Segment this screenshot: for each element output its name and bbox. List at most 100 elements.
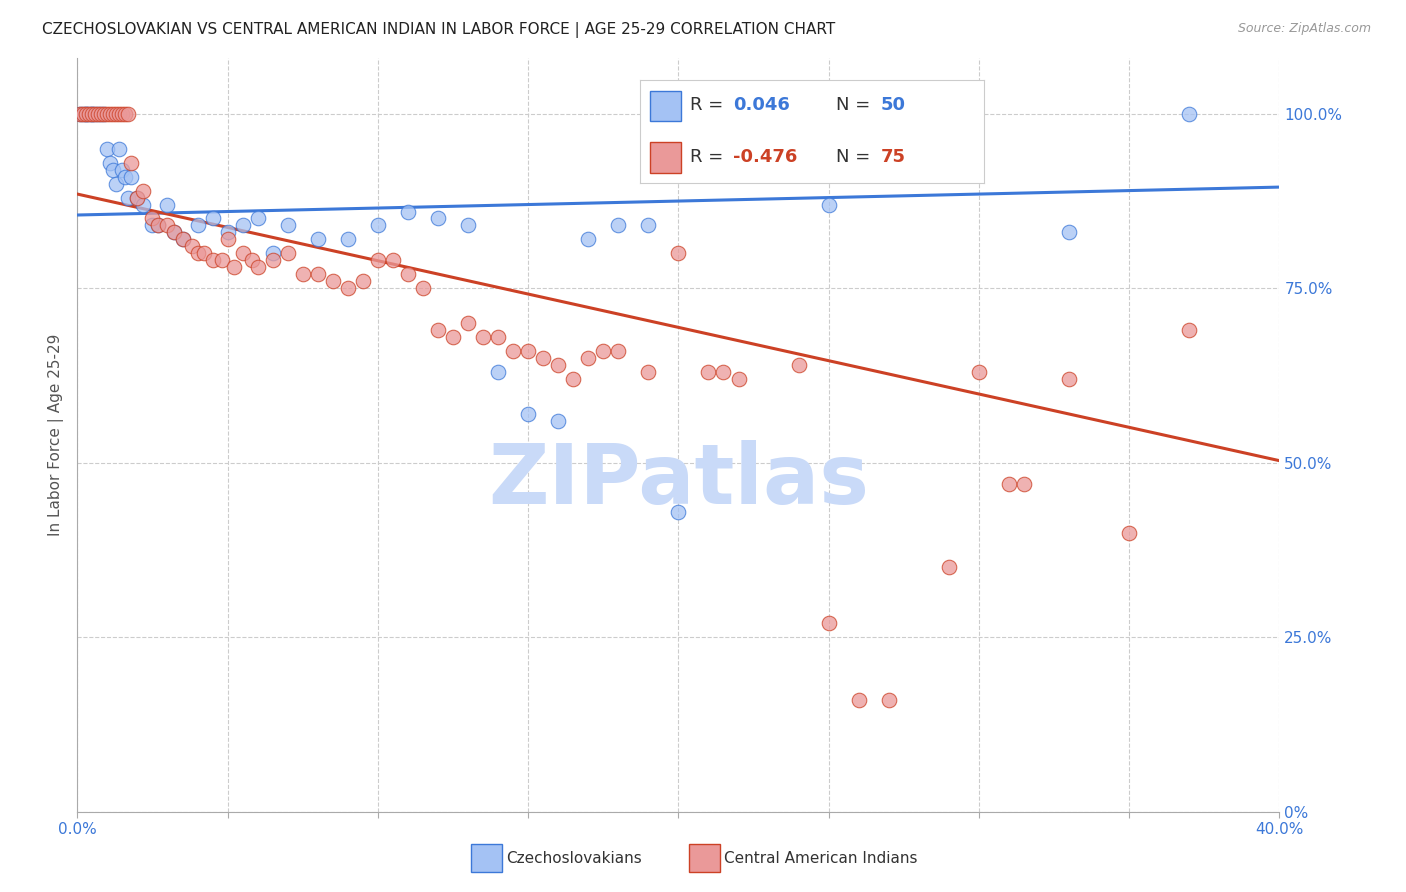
Point <box>141 219 163 233</box>
Point <box>162 226 184 240</box>
Point <box>967 365 990 379</box>
Point <box>396 204 419 219</box>
Point <box>79 107 101 121</box>
Point <box>222 260 245 275</box>
Point <box>120 155 142 169</box>
Text: 75: 75 <box>880 148 905 166</box>
Point <box>117 107 139 121</box>
Point <box>637 219 659 233</box>
Point <box>105 107 128 121</box>
Point <box>120 169 142 184</box>
Point <box>562 372 585 386</box>
Point <box>412 281 434 295</box>
Point <box>96 142 118 156</box>
Point <box>457 316 479 330</box>
Point <box>232 219 254 233</box>
Point <box>352 274 374 288</box>
Point <box>592 344 614 359</box>
Point <box>87 107 110 121</box>
Point <box>427 211 450 226</box>
Point <box>111 162 134 177</box>
Point <box>486 330 509 344</box>
Point <box>187 219 209 233</box>
Point <box>396 268 419 282</box>
Point <box>108 142 131 156</box>
Point <box>517 344 540 359</box>
Text: Source: ZipAtlas.com: Source: ZipAtlas.com <box>1237 22 1371 36</box>
Point <box>201 253 224 268</box>
Point <box>848 693 870 707</box>
Point <box>84 107 107 121</box>
Point <box>105 177 128 191</box>
Point <box>576 232 599 246</box>
Point <box>472 330 495 344</box>
Point <box>668 246 690 260</box>
Point <box>381 253 404 268</box>
FancyBboxPatch shape <box>650 91 681 121</box>
Point <box>69 107 91 121</box>
Point <box>82 107 104 121</box>
Point <box>127 190 149 204</box>
Point <box>75 107 97 121</box>
Point <box>79 107 101 121</box>
Point <box>108 107 131 121</box>
Point <box>322 274 344 288</box>
Point <box>162 226 184 240</box>
Point <box>111 107 134 121</box>
Point <box>72 107 94 121</box>
Point <box>367 253 389 268</box>
Point <box>246 260 269 275</box>
Point <box>787 358 810 372</box>
Point <box>201 211 224 226</box>
Point <box>637 365 659 379</box>
Point <box>211 253 233 268</box>
Point <box>547 358 569 372</box>
Point <box>938 560 960 574</box>
FancyBboxPatch shape <box>650 142 681 173</box>
Point <box>114 169 136 184</box>
Point <box>93 107 115 121</box>
Point <box>84 107 107 121</box>
Point <box>531 351 554 365</box>
Point <box>75 107 97 121</box>
Point <box>277 219 299 233</box>
Point <box>1178 107 1201 121</box>
Point <box>877 693 900 707</box>
Point <box>336 232 359 246</box>
Point <box>217 226 239 240</box>
Point <box>96 107 118 121</box>
Point <box>87 107 110 121</box>
Text: R =: R = <box>690 148 728 166</box>
Point <box>90 107 112 121</box>
Point <box>141 211 163 226</box>
Point <box>697 365 720 379</box>
Point <box>72 107 94 121</box>
Text: N =: N = <box>837 96 876 114</box>
Point <box>114 107 136 121</box>
Text: -0.476: -0.476 <box>733 148 797 166</box>
Point <box>441 330 464 344</box>
Point <box>100 107 122 121</box>
Point <box>817 616 839 631</box>
Point <box>262 246 284 260</box>
Point <box>246 211 269 226</box>
Point <box>607 219 630 233</box>
Y-axis label: In Labor Force | Age 25-29: In Labor Force | Age 25-29 <box>48 334 65 536</box>
Point <box>998 476 1021 491</box>
Point <box>517 407 540 421</box>
Point <box>69 107 91 121</box>
Text: N =: N = <box>837 148 876 166</box>
Point <box>93 107 115 121</box>
Point <box>232 246 254 260</box>
Point <box>713 365 735 379</box>
Point <box>1012 476 1035 491</box>
Point <box>1178 323 1201 337</box>
Point <box>547 414 569 428</box>
Text: 50: 50 <box>880 96 905 114</box>
Point <box>486 365 509 379</box>
Text: Central American Indians: Central American Indians <box>724 851 918 865</box>
Point <box>180 239 202 253</box>
Point <box>291 268 314 282</box>
Point <box>668 505 690 519</box>
Point <box>100 155 122 169</box>
